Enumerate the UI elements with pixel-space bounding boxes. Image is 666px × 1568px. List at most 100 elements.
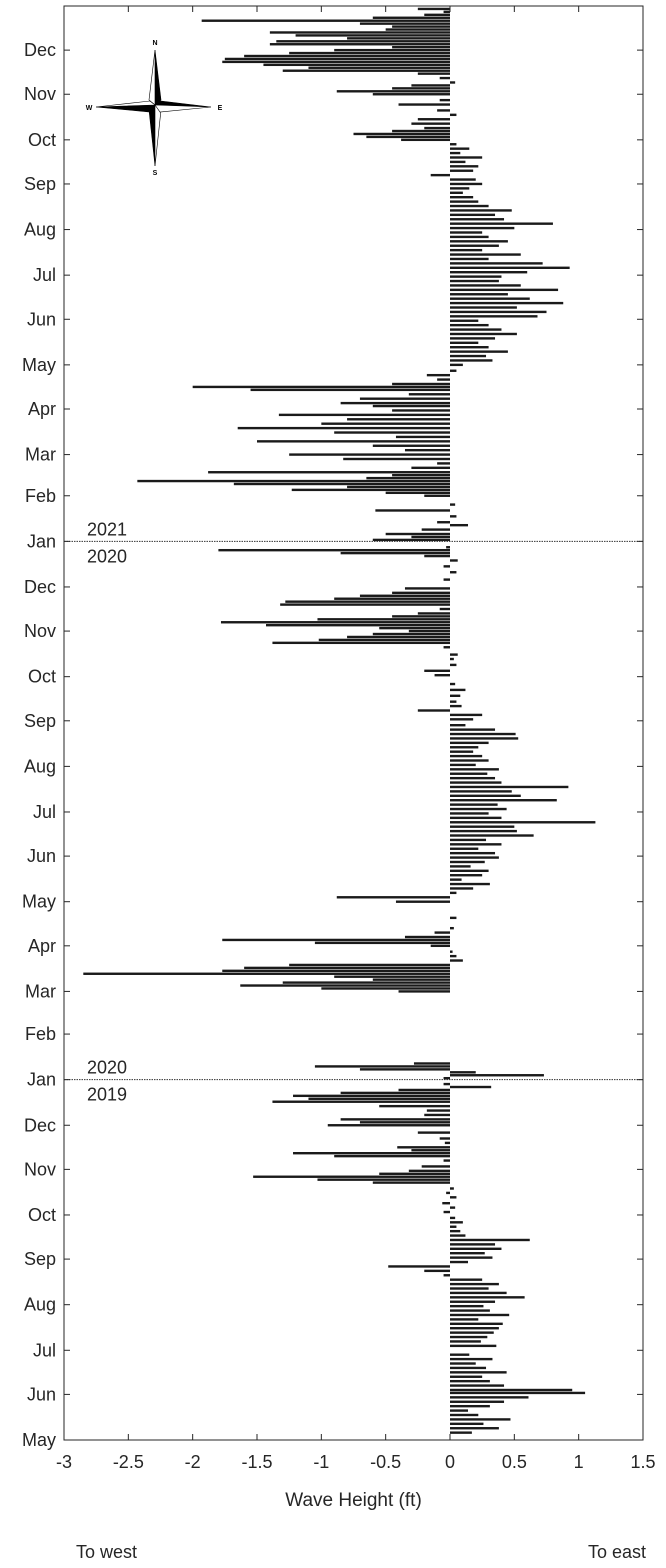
- bar-310: [276, 40, 450, 43]
- bar-65: [397, 1146, 450, 1149]
- bar-27: [450, 1309, 490, 1312]
- bar-18: [450, 1353, 470, 1356]
- bar-296: [411, 84, 450, 87]
- bar-3: [450, 1418, 511, 1421]
- bar-66: [444, 1141, 450, 1145]
- bar-190: [411, 535, 450, 539]
- bar-124: [450, 829, 517, 833]
- bar-43: [450, 1238, 530, 1242]
- bar-73: [426, 1109, 450, 1112]
- bar-131: [450, 799, 557, 802]
- bar-77: [293, 1094, 450, 1098]
- bar-248: [450, 288, 559, 292]
- bar-223: [359, 397, 450, 400]
- bar-119: [450, 851, 496, 855]
- bar-0: [450, 1431, 472, 1434]
- bar-25: [450, 1318, 479, 1321]
- y-tick-label-30: Nov: [24, 84, 56, 104]
- bar-23: [450, 1327, 499, 1330]
- y-tick-label-28: Sep: [24, 174, 56, 194]
- bar-235: [450, 346, 489, 349]
- bar-129: [450, 807, 507, 811]
- bar-83: [450, 1074, 544, 1077]
- bar-135: [450, 781, 502, 784]
- x-tick-label-4: -1: [313, 1452, 329, 1472]
- bar-184: [450, 559, 458, 562]
- bar-127: [450, 816, 502, 820]
- y-tick-label-2: Jul: [33, 1340, 56, 1360]
- bar-209: [343, 457, 450, 461]
- bar-201: [347, 485, 450, 489]
- bar-120: [450, 847, 479, 850]
- compass-west-label: W: [86, 105, 93, 112]
- bar-313: [269, 31, 450, 34]
- bar-243: [450, 310, 547, 314]
- bar-218: [347, 418, 450, 421]
- x-tick-label-5: -0.5: [370, 1452, 401, 1472]
- bar-180: [404, 587, 450, 590]
- y-tick-label-25: Jun: [27, 309, 56, 329]
- bar-54: [450, 1187, 454, 1190]
- bar-142: [450, 750, 474, 753]
- bar-93: [334, 975, 450, 978]
- to-east-label: To east: [587, 1542, 646, 1562]
- bar-213: [257, 440, 450, 443]
- bar-285: [392, 129, 450, 133]
- bar-39: [450, 1256, 493, 1259]
- bar-13: [450, 1375, 483, 1378]
- bar-286: [424, 126, 450, 130]
- bar-9: [450, 1391, 586, 1395]
- bar-212: [372, 444, 450, 447]
- bar-301: [308, 66, 450, 69]
- compass-east-label: E: [218, 105, 223, 112]
- bar-290: [437, 109, 450, 112]
- bar-251: [450, 275, 502, 278]
- to-west-label: To west: [76, 1542, 138, 1562]
- bar-28: [450, 1304, 484, 1308]
- bar-160: [450, 657, 454, 661]
- bar-144: [450, 741, 489, 745]
- bar-282: [401, 138, 450, 142]
- bar-24: [450, 1322, 503, 1326]
- bar-161: [450, 653, 458, 656]
- bar-113: [450, 878, 462, 881]
- bar-281: [450, 143, 457, 146]
- bar-309: [269, 43, 450, 46]
- bar-56: [317, 1178, 450, 1181]
- bar-197: [450, 503, 456, 506]
- bar-89: [321, 987, 450, 990]
- bar-303: [222, 60, 450, 64]
- bar-50: [450, 1206, 456, 1209]
- bar-105: [434, 931, 450, 934]
- bar-69: [327, 1124, 450, 1127]
- bar-288: [417, 118, 450, 121]
- bar-217: [321, 422, 450, 425]
- bar-174: [439, 607, 450, 611]
- bar-266: [450, 209, 512, 212]
- bar-30: [450, 1296, 525, 1299]
- bar-210: [289, 453, 450, 456]
- bar-116: [450, 865, 471, 868]
- bar-276: [450, 165, 479, 168]
- bar-90: [240, 984, 450, 987]
- bar-104: [404, 935, 450, 939]
- bar-179: [392, 591, 450, 595]
- x-tick-label-6: 0: [445, 1452, 455, 1472]
- y-tick-label-9: Feb: [25, 1024, 56, 1044]
- bar-62: [334, 1154, 450, 1158]
- bar-55: [372, 1181, 450, 1184]
- year-dividers: 2020 2019 2021 2020: [64, 519, 643, 1105]
- bar-300: [282, 69, 450, 72]
- bar-41: [450, 1247, 502, 1250]
- bar-272: [450, 182, 483, 186]
- x-tick-label-1: -2.5: [113, 1452, 144, 1472]
- bar-87: [413, 1062, 450, 1065]
- x-tick-label-0: -3: [56, 1452, 72, 1472]
- bar-229: [426, 373, 450, 377]
- bar-176: [285, 600, 450, 603]
- bar-1: [450, 1427, 499, 1430]
- bar-149: [450, 718, 474, 721]
- bar-164: [318, 638, 450, 642]
- bar-49: [443, 1210, 450, 1214]
- bar-287: [411, 122, 450, 125]
